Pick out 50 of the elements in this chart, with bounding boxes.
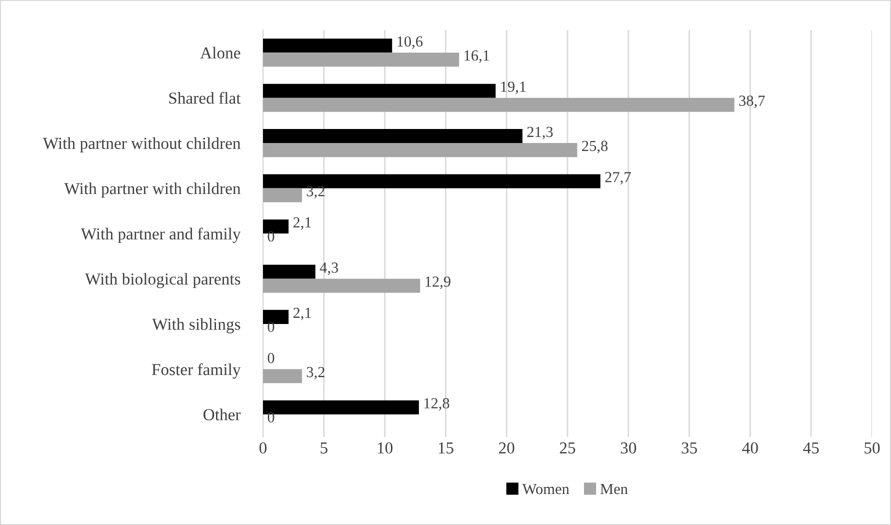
bar	[263, 188, 302, 202]
x-tick-label: 10	[378, 442, 392, 454]
y-tick-label: Other	[204, 408, 241, 420]
data-label: 0	[268, 412, 274, 422]
data-label: 19,1	[501, 82, 526, 94]
bar	[263, 369, 302, 384]
y-tick-label: Shared flat	[169, 92, 241, 104]
y-tick-label: With biological parents	[85, 272, 240, 288]
x-tick-label: 25	[560, 442, 576, 454]
data-label: 25,8	[582, 140, 608, 154]
bar	[263, 98, 734, 112]
data-label: 0	[268, 322, 274, 332]
x-tick-label: 50	[864, 442, 880, 454]
bar	[263, 129, 522, 144]
bar	[263, 38, 392, 53]
bar	[263, 84, 496, 98]
bar	[263, 143, 578, 158]
data-label: 3,2	[306, 186, 324, 199]
x-tick-label: 20	[499, 442, 514, 454]
bar	[263, 278, 420, 293]
data-label: 12,8	[424, 398, 450, 411]
data-label: 2,1	[293, 217, 311, 230]
x-tick-label: 45	[803, 442, 819, 454]
data-label: 27,7	[605, 172, 631, 185]
x-tick-label: 40	[742, 442, 758, 454]
data-label: 2,1	[293, 308, 311, 320]
data-label: 21,3	[527, 126, 553, 140]
bar	[263, 264, 316, 279]
data-label: 3,2	[306, 366, 324, 380]
x-tick-label: 35	[682, 442, 697, 454]
data-label: 12,9	[426, 276, 450, 289]
y-tick-label: Foster family	[152, 363, 241, 379]
x-tick-label: 30	[620, 442, 636, 454]
legend-label: Men	[600, 484, 628, 494]
data-label: 4,3	[320, 262, 338, 275]
data-label: 0	[268, 231, 274, 242]
data-label: 38,7	[739, 96, 765, 108]
y-tick-label: With partner and family	[80, 228, 241, 243]
y-tick-label: Alone	[200, 46, 240, 59]
bar	[263, 52, 460, 67]
x-tick-label: 5	[320, 442, 328, 454]
data-label: 16,1	[464, 50, 490, 63]
x-tick-label: 15	[438, 442, 454, 454]
legend-label: Women	[522, 484, 570, 494]
y-tick-label: With partner with children	[64, 182, 241, 198]
y-tick-label: With siblings	[152, 318, 240, 334]
data-label: 10,6	[398, 36, 423, 49]
y-tick-label: With partner without children	[42, 137, 241, 152]
data-label: 0	[268, 352, 274, 364]
x-tick-label: 0	[259, 442, 267, 454]
